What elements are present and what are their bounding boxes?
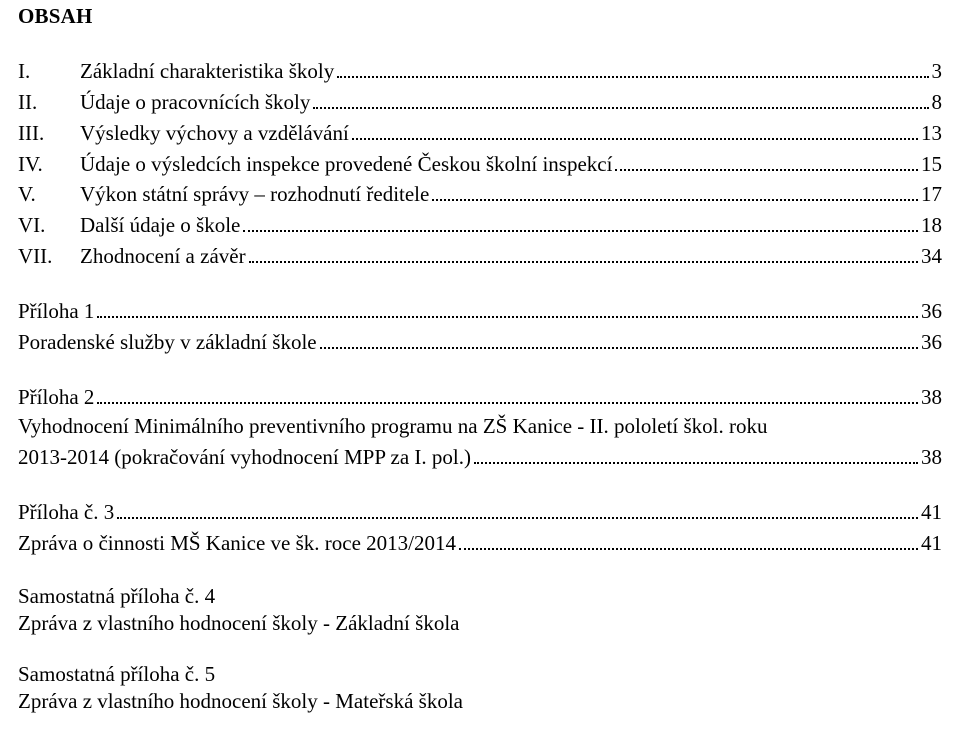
toc-entry-number: II. bbox=[18, 90, 80, 115]
toc-entry-label: Příloha 1 bbox=[18, 299, 94, 324]
toc-leader bbox=[432, 181, 918, 202]
toc-entry: Vyhodnocení Minimálního preventivního pr… bbox=[18, 414, 942, 439]
toc-entry-label: 2013-2014 (pokračování vyhodnocení MPP z… bbox=[18, 445, 471, 470]
toc-blocks: Příloha 1 36Poradenské služby v základní… bbox=[18, 297, 942, 583]
toc-entry: Zpráva o činnosti MŠ Kanice ve šk. roce … bbox=[18, 529, 942, 556]
toc-leader bbox=[249, 242, 918, 263]
toc-leader bbox=[117, 498, 918, 519]
toc-entry: Příloha 2 38 bbox=[18, 383, 942, 410]
toc-entry-label: Příloha č. 3 bbox=[18, 500, 114, 525]
toc-leader bbox=[352, 119, 918, 140]
toc-entry-label: Údaje o pracovnících školy bbox=[80, 90, 310, 115]
toc-entry-page: 38 bbox=[921, 385, 942, 410]
spacer bbox=[18, 638, 942, 662]
toc-entry: Poradenské služby v základní škole 36 bbox=[18, 328, 942, 355]
toc-numbered: I.Základní charakteristika školy 3II.Úda… bbox=[18, 57, 942, 269]
spacer bbox=[18, 560, 942, 584]
toc-entry-page: 41 bbox=[921, 531, 942, 556]
toc-entry: V.Výkon státní správy – rozhodnutí ředit… bbox=[18, 181, 942, 208]
toc-entry-label: Poradenské služby v základní škole bbox=[18, 330, 317, 355]
toc-leader bbox=[97, 383, 918, 404]
toc-entry-label: Výsledky výchovy a vzdělávání bbox=[80, 121, 349, 146]
toc-entry-label: Údaje o výsledcích inspekce provedené Če… bbox=[80, 152, 612, 177]
toc-entry-label: Další údaje o škole bbox=[80, 213, 240, 238]
page-root: OBSAH I.Základní charakteristika školy 3… bbox=[0, 0, 960, 736]
toc-entry-label: Příloha 2 bbox=[18, 385, 94, 410]
toc-title: OBSAH bbox=[18, 4, 942, 29]
toc-entry-page: 17 bbox=[921, 182, 942, 207]
toc-entry-label: Zpráva o činnosti MŠ Kanice ve šk. roce … bbox=[18, 531, 456, 556]
toc-entry: VII.Zhodnocení a závěr 34 bbox=[18, 242, 942, 269]
toc-entry: II.Údaje o pracovnících školy 8 bbox=[18, 88, 942, 115]
toc-leader bbox=[615, 150, 918, 171]
toc-entry-number: VII. bbox=[18, 244, 80, 269]
toc-trailing: Samostatná příloha č. 4Zpráva z vlastníh… bbox=[18, 584, 942, 714]
toc-entry-page: 41 bbox=[921, 500, 942, 525]
toc-entry: 2013-2014 (pokračování vyhodnocení MPP z… bbox=[18, 443, 942, 470]
toc-entry-page: 38 bbox=[921, 445, 942, 470]
toc-entry-page: 18 bbox=[921, 213, 942, 238]
toc-leader bbox=[243, 211, 918, 232]
spacer bbox=[18, 359, 942, 383]
toc-entry-label: Základní charakteristika školy bbox=[80, 59, 334, 84]
toc-entry-page: 15 bbox=[921, 152, 942, 177]
toc-entry-number: III. bbox=[18, 121, 80, 146]
spacer bbox=[18, 273, 942, 297]
toc-entry-number: I. bbox=[18, 59, 80, 84]
toc-entry-page: 3 bbox=[932, 59, 943, 84]
toc-entry: Příloha 1 36 bbox=[18, 297, 942, 324]
toc-leader bbox=[337, 57, 928, 78]
toc-entry-number: V. bbox=[18, 182, 80, 207]
toc-entry: VI.Další údaje o škole 18 bbox=[18, 211, 942, 238]
toc-leader bbox=[320, 328, 918, 349]
toc-entry-page: 36 bbox=[921, 299, 942, 324]
toc-plain-line: Samostatná příloha č. 4 bbox=[18, 584, 942, 609]
toc-entry-page: 34 bbox=[921, 244, 942, 269]
toc-entry: III.Výsledky výchovy a vzdělávání 13 bbox=[18, 119, 942, 146]
toc-leader bbox=[97, 297, 918, 318]
toc-leader bbox=[313, 88, 928, 109]
toc-leader bbox=[459, 529, 918, 550]
toc-entry-number: IV. bbox=[18, 152, 80, 177]
toc-entry: IV.Údaje o výsledcích inspekce provedené… bbox=[18, 150, 942, 177]
toc-entry-label: Zhodnocení a závěr bbox=[80, 244, 246, 269]
toc-leader bbox=[474, 443, 918, 464]
spacer bbox=[18, 474, 942, 498]
toc-entry: I.Základní charakteristika školy 3 bbox=[18, 57, 942, 84]
toc-plain-line: Zpráva z vlastního hodnocení školy - Zák… bbox=[18, 611, 942, 636]
toc-plain-line: Samostatná příloha č. 5 bbox=[18, 662, 942, 687]
toc-plain-line: Zpráva z vlastního hodnocení školy - Mat… bbox=[18, 689, 942, 714]
toc-entry: Příloha č. 3 41 bbox=[18, 498, 942, 525]
toc-entry-label: Vyhodnocení Minimálního preventivního pr… bbox=[18, 414, 767, 439]
toc-entry-number: VI. bbox=[18, 213, 80, 238]
toc-entry-label: Výkon státní správy – rozhodnutí ředitel… bbox=[80, 182, 429, 207]
toc-entry-page: 36 bbox=[921, 330, 942, 355]
toc-entry-page: 13 bbox=[921, 121, 942, 146]
toc-entry-page: 8 bbox=[932, 90, 943, 115]
